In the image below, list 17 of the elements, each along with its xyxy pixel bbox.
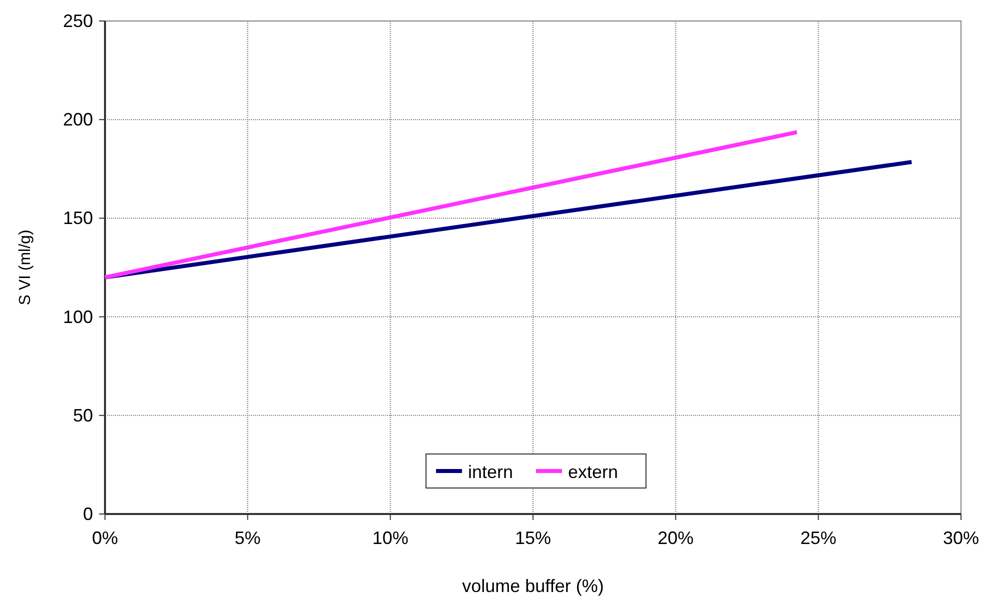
x-tick-label: 25% [800, 528, 836, 548]
y-tick-label: 100 [62, 306, 93, 327]
x-tick-label: 20% [658, 528, 694, 548]
x-tick-label: 30% [942, 528, 980, 548]
x-tick-label: 5% [234, 528, 261, 548]
y-tick-label: 200 [62, 110, 93, 130]
legend-label: extern [568, 462, 618, 482]
x-tick-label: 0% [92, 528, 118, 548]
y-axis-title: S VI (ml/g) [17, 230, 34, 306]
x-tick-label: 15% [514, 528, 552, 548]
legend-label: intern [468, 462, 514, 482]
y-tick-label: 150 [62, 208, 93, 228]
x-axis-title: volume buffer (%) [462, 576, 604, 596]
y-tick-label: 250 [62, 11, 93, 31]
x-tick-label: 10% [372, 528, 408, 548]
y-tick-label: 0 [82, 504, 93, 524]
y-tick-label: 50 [72, 405, 93, 426]
